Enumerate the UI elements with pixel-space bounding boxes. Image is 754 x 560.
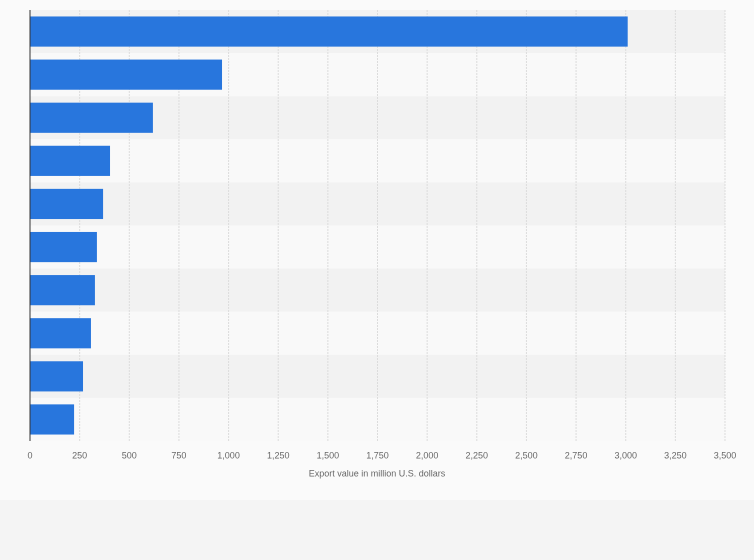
x-tick-label: 2,500: [515, 450, 538, 460]
x-tick-label: 3,500: [714, 450, 737, 460]
x-tick-label: 1,500: [317, 450, 340, 460]
x-tick-label: 0: [27, 450, 32, 460]
x-tick-label: 2,000: [416, 450, 439, 460]
x-tick-label: 2,250: [466, 450, 489, 460]
bar: [30, 231, 97, 263]
x-tick-label: 3,000: [614, 450, 637, 460]
bar: [30, 404, 75, 435]
x-axis-label: Export value in million U.S. dollars: [309, 468, 446, 478]
bar: [30, 188, 104, 220]
bar: [30, 59, 223, 90]
bar: [30, 361, 84, 392]
x-tick-label: 1,000: [217, 450, 240, 460]
row-band: [30, 311, 725, 355]
x-tick-label: 1,250: [267, 450, 290, 460]
bar: [30, 275, 95, 306]
x-tick-label: 2,750: [565, 450, 588, 460]
bar: [30, 145, 111, 176]
x-tick-label: 1,750: [366, 450, 389, 460]
x-tick-label: 500: [122, 450, 137, 460]
x-tick-label: 250: [72, 450, 87, 460]
x-tick-label: 750: [171, 450, 186, 460]
bar: [30, 102, 153, 133]
bar: [30, 16, 628, 47]
x-tick-label: 3,250: [664, 450, 687, 460]
bar: [30, 318, 91, 349]
